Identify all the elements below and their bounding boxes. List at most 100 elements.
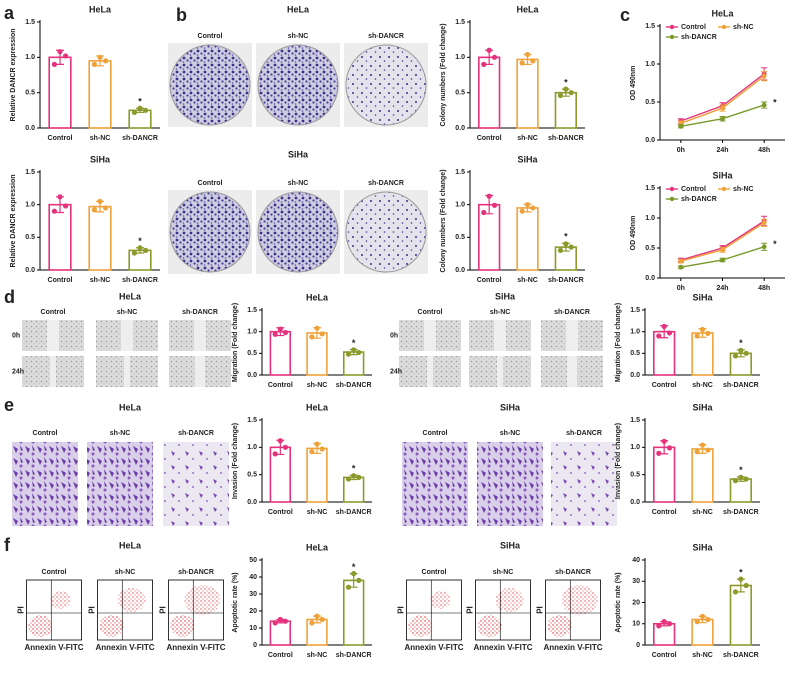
x-tick-label: Control — [268, 652, 293, 659]
replicate-point — [314, 613, 320, 619]
chart-title: SiHa — [712, 170, 733, 180]
significance: * — [773, 239, 777, 249]
scratch-gap — [121, 320, 133, 351]
significance: * — [564, 78, 568, 88]
x-tick-label: sh-NC — [692, 652, 713, 659]
bar — [516, 207, 539, 271]
replicate-point — [656, 623, 662, 629]
replicate-point — [272, 331, 278, 337]
y-tick-label: 10 — [249, 625, 257, 632]
scratch-gap — [195, 356, 205, 387]
y-tick-label: 1.0 — [645, 215, 655, 222]
column-label: Control — [423, 430, 448, 437]
image-title: SiHa — [288, 149, 309, 159]
marker — [761, 73, 767, 79]
y-tick-label: 0.0 — [630, 372, 640, 379]
series-line — [680, 73, 765, 122]
replicate-point — [699, 442, 706, 448]
y-tick-label: 1.5 — [645, 185, 655, 192]
replicate-point — [743, 582, 749, 589]
chart-title: SiHa — [517, 154, 538, 164]
bar — [88, 205, 112, 271]
flow-cloud — [430, 591, 451, 609]
bar — [342, 476, 365, 503]
y-tick-label: 1.5 — [25, 19, 35, 26]
y-tick-label: 1.5 — [247, 307, 257, 314]
y-tick-label: 0 — [253, 642, 257, 649]
column-label: sh-NC — [500, 430, 521, 437]
y-tick-label: 1.5 — [645, 23, 655, 30]
flow-xlabel: Annexin V-FITC — [404, 643, 463, 652]
replicate-point — [282, 329, 289, 336]
replicate-point — [656, 333, 662, 339]
flow-ylabel: PI — [17, 606, 26, 614]
replicate-point — [277, 438, 283, 444]
bar — [691, 332, 714, 376]
replicate-point — [131, 109, 137, 116]
flow-cloud — [184, 585, 221, 615]
y-tick-label: 0.5 — [455, 234, 465, 241]
column-label: Control — [422, 569, 447, 576]
replicate-point — [705, 616, 711, 623]
column-label: sh-NC — [117, 309, 138, 316]
y-axis-label: Invasion (Fold change) — [615, 423, 622, 499]
y-tick-label: 0.0 — [645, 275, 655, 282]
column-label: sh-DANCR — [182, 309, 218, 316]
replicate-point — [143, 107, 149, 113]
colony-dish — [257, 191, 339, 273]
y-tick-label: 0.0 — [25, 125, 35, 132]
scratch-gap — [50, 356, 56, 387]
column-label: Control — [418, 309, 443, 316]
flow-cloud — [28, 615, 53, 637]
significance: * — [352, 464, 356, 474]
y-tick-label: 0 — [636, 642, 640, 649]
scratch-gap — [424, 320, 436, 351]
replicate-point — [103, 205, 109, 211]
flow-cloud — [408, 615, 433, 637]
replicate-point — [557, 92, 564, 99]
flow-ylabel: PI — [159, 606, 168, 614]
scratch-gap — [124, 356, 130, 387]
y-tick-label: 1.0 — [645, 61, 655, 68]
transwell-image — [163, 442, 229, 526]
y-tick-label: 0.5 — [645, 245, 655, 252]
replicate-point — [282, 618, 289, 624]
chart-title: HeLa — [306, 402, 329, 412]
replicate-point — [91, 207, 97, 213]
x-tick-label: 0h — [677, 147, 685, 154]
x-tick-label: sh-DANCR — [336, 652, 372, 659]
replicate-point — [491, 202, 498, 208]
x-tick-label: Control — [652, 652, 677, 659]
column-label: sh-DANCR — [368, 33, 404, 40]
x-tick-label: sh-DANCR — [723, 652, 759, 659]
y-tick-label: 1.0 — [630, 444, 640, 451]
panel-letter: b — [176, 5, 187, 25]
panel-letter: d — [4, 287, 15, 307]
x-tick-label: sh-DANCR — [548, 277, 584, 284]
column-label: sh-NC — [493, 569, 514, 576]
chart-title: HeLa — [711, 8, 734, 18]
replicate-point — [351, 473, 357, 479]
bar — [554, 91, 577, 129]
y-tick-label: 0.0 — [455, 267, 465, 274]
transwell-image — [12, 442, 78, 526]
bar — [516, 58, 539, 129]
x-tick-label: sh-NC — [90, 277, 111, 284]
bar — [653, 446, 676, 503]
replicate-point — [568, 244, 574, 250]
column-label: sh-DANCR — [178, 569, 214, 576]
replicate-point — [356, 577, 362, 584]
replicate-point — [314, 441, 320, 447]
significance: * — [352, 562, 356, 572]
column-label: sh-DANCR — [368, 180, 404, 187]
chart-title: SiHa — [692, 292, 713, 302]
y-tick-label: 30 — [249, 591, 257, 598]
x-tick-label: sh-DANCR — [122, 277, 158, 284]
replicate-point — [557, 247, 564, 253]
y-tick-label: 1.5 — [455, 19, 465, 26]
replicate-point — [272, 620, 278, 626]
replicate-point — [666, 445, 673, 451]
x-tick-label: sh-NC — [90, 135, 111, 142]
replicate-point — [137, 105, 143, 111]
